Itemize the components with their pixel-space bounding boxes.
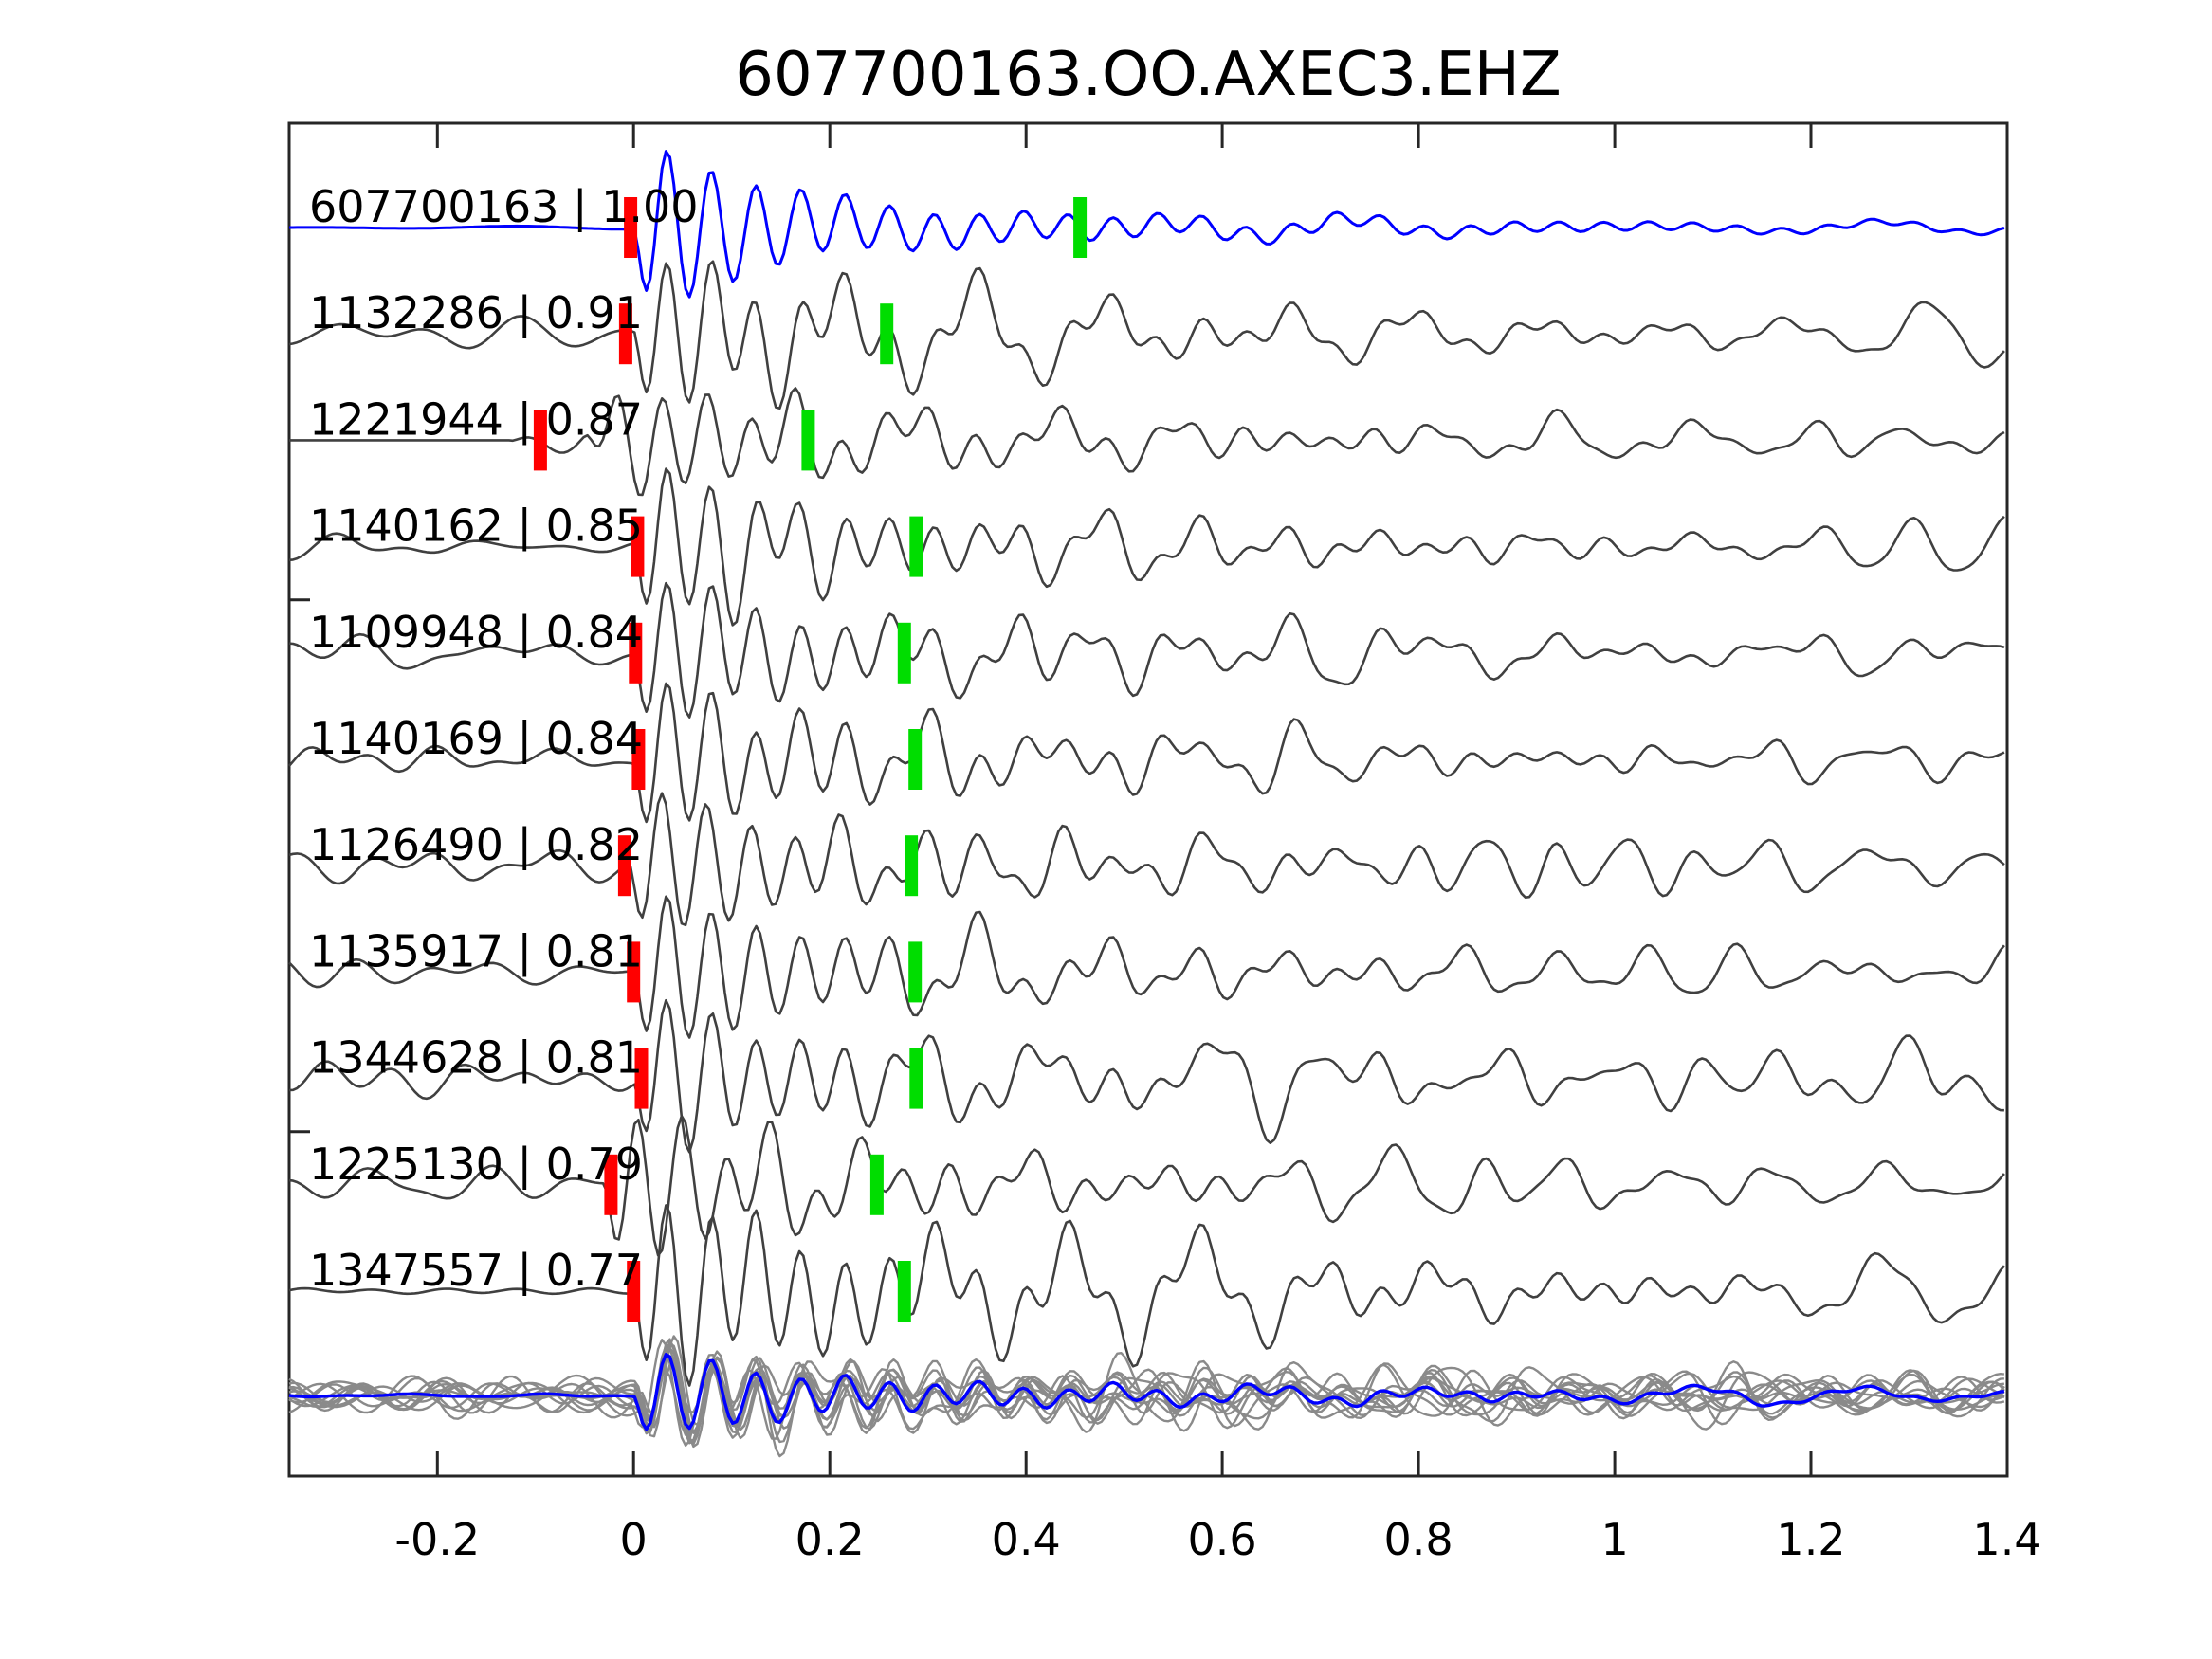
trace-label: 1132286 | 0.91 [309,287,643,339]
trace-label: 1221944 | 0.87 [309,393,643,446]
p-pick-marker [604,1154,618,1215]
x-tick-label: 1 [1600,1514,1628,1565]
trace-label: 1140162 | 0.85 [309,501,643,553]
trace-label: 1109948 | 0.84 [309,607,643,659]
trace-1140169 [288,682,2005,824]
trace-1135917 [288,895,2005,1039]
trace-label: 1135917 | 0.81 [309,925,643,977]
trace-1221944 [289,387,2005,497]
p-pick-marker [533,410,547,471]
s-pick-marker [897,622,911,684]
s-pick-marker [880,303,894,365]
plot-border [287,121,2009,1478]
s-pick-marker [1073,197,1088,258]
p-pick-marker [617,835,631,897]
s-pick-marker [908,729,923,790]
s-pick-marker [909,1048,923,1109]
s-pick-marker [897,1261,911,1322]
x-tick-label: 1.2 [1776,1514,1845,1565]
x-tick-label: 0 [620,1514,648,1565]
p-pick-marker [618,303,632,365]
x-tick-label: 0.8 [1384,1514,1453,1565]
x-tick-label: 0.2 [795,1514,865,1565]
p-pick-marker [629,622,643,684]
s-pick-marker [905,835,919,897]
p-pick-marker [631,729,646,790]
stack-mean-trace [288,1353,2005,1431]
stack-member-trace [288,1338,2005,1458]
trace-label: 1347557 | 0.77 [309,1245,643,1297]
trace-1132286 [288,260,2005,410]
trace-1126490 [288,792,2005,927]
plot-title: 607700163.OO.AXEC3.EHZ [735,40,1562,110]
plot-render-layer: -0.2 0 0.2 0.4 0.6 0.8 1 1.2 1.4 607700163 | 1.00… [287,121,2042,1565]
s-pick-marker [801,410,815,471]
p-pick-marker [627,1261,641,1322]
trace-label: 1344628 | 0.81 [309,1032,643,1085]
x-tick-label: 0.4 [992,1514,1061,1565]
trace-1347557 [288,1204,2005,1387]
s-pick-marker [909,516,923,577]
stack-member-trace [288,1355,2005,1443]
trace-607700163 [289,150,2005,299]
trace-label: 1225130 | 0.79 [309,1139,643,1191]
x-tick-label: 1.4 [1972,1514,2041,1565]
s-pick-marker [869,1154,884,1215]
trace-label: 1126490 | 0.82 [309,819,643,871]
trace-1140162 [288,467,2005,627]
p-pick-marker [624,197,638,258]
s-pick-marker [908,941,923,1003]
trace-1225130 [288,1115,2005,1257]
stack-member-trace [288,1335,2005,1440]
trace-1109948 [288,581,2005,719]
trace-label: 607700163 | 1.00 [309,181,699,233]
x-tick-label: 0.6 [1188,1514,1257,1565]
stack-member-trace [288,1339,2005,1448]
p-pick-marker [634,1048,649,1109]
trace-1344628 [288,998,2004,1154]
x-tick-label: -0.2 [394,1514,480,1565]
p-pick-marker [631,516,645,577]
trace-label: 1140169 | 0.84 [309,713,643,765]
p-pick-marker [627,941,641,1003]
